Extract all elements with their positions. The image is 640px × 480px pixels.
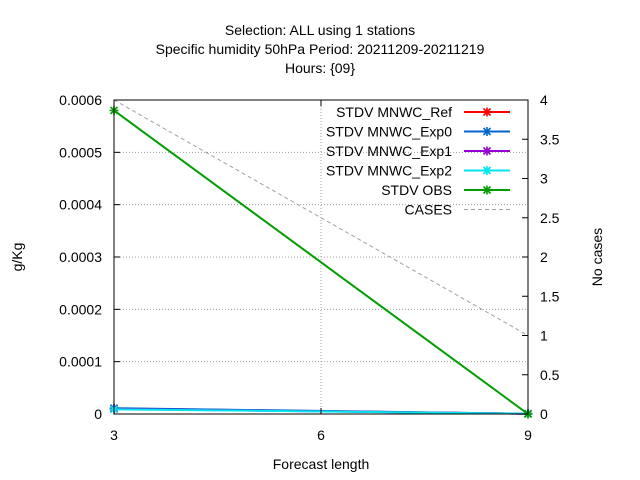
y2-axis-label: No cases: [589, 228, 605, 286]
y-tick-label: 0.0003: [59, 249, 102, 265]
y-tick-label: 0.0002: [59, 301, 102, 317]
y2-tick-label: 4: [540, 92, 548, 108]
y-tick-label: 0.0005: [59, 144, 102, 160]
y-tick-label: 0.0006: [59, 92, 102, 108]
axes: 0 0.0001 0.0002 0.0003 0.0004 0.0005 0.0006 0 0.…: [59, 92, 560, 443]
y2-tick-label: 0: [540, 406, 548, 422]
legend: STDV MNWC_Ref STDV MNWC_Exp0 STDV MNWC_Exp…: [326, 104, 510, 218]
legend-label: STDV MNWC_Ref: [336, 104, 452, 120]
chart-title: Selection: ALL using 1 stations Specific …: [156, 22, 485, 76]
y-axis-label: g/Kg: [9, 243, 25, 272]
x-tick-label: 6: [317, 427, 325, 443]
x-tick-label: 9: [524, 427, 532, 443]
legend-label: STDV MNWC_Exp1: [326, 143, 452, 159]
x-tick-label: 3: [110, 427, 118, 443]
legend-label: STDV MNWC_Exp2: [326, 163, 452, 179]
series-line: [113, 109, 529, 415]
y2-tick-label: 2: [540, 249, 548, 265]
y-tick-label: 0: [94, 406, 102, 422]
grid: [114, 100, 528, 414]
chart-title-line: Selection: ALL using 1 stations: [225, 22, 415, 38]
legend-label: CASES: [405, 202, 452, 218]
y-tick-label: 0.0001: [59, 354, 102, 370]
series-line: [113, 99, 529, 336]
y2-tick-label: 3.5: [540, 131, 560, 147]
y2-tick-label: 3: [540, 171, 548, 187]
y-tick-label: 0.0004: [59, 197, 102, 213]
y2-tick-label: 1.5: [540, 288, 560, 304]
legend-label: STDV MNWC_Exp0: [326, 124, 452, 140]
y2-tick-label: 1: [540, 328, 548, 344]
y2-tick-label: 0.5: [540, 367, 560, 383]
chart-title-line: Specific humidity 50hPa Period: 20211209…: [156, 41, 485, 57]
y2-tick-label: 2.5: [540, 210, 560, 226]
x-axis-label: Forecast length: [273, 456, 370, 472]
chart-title-line: Hours: {09}: [285, 60, 355, 76]
legend-label: STDV OBS: [381, 182, 452, 198]
